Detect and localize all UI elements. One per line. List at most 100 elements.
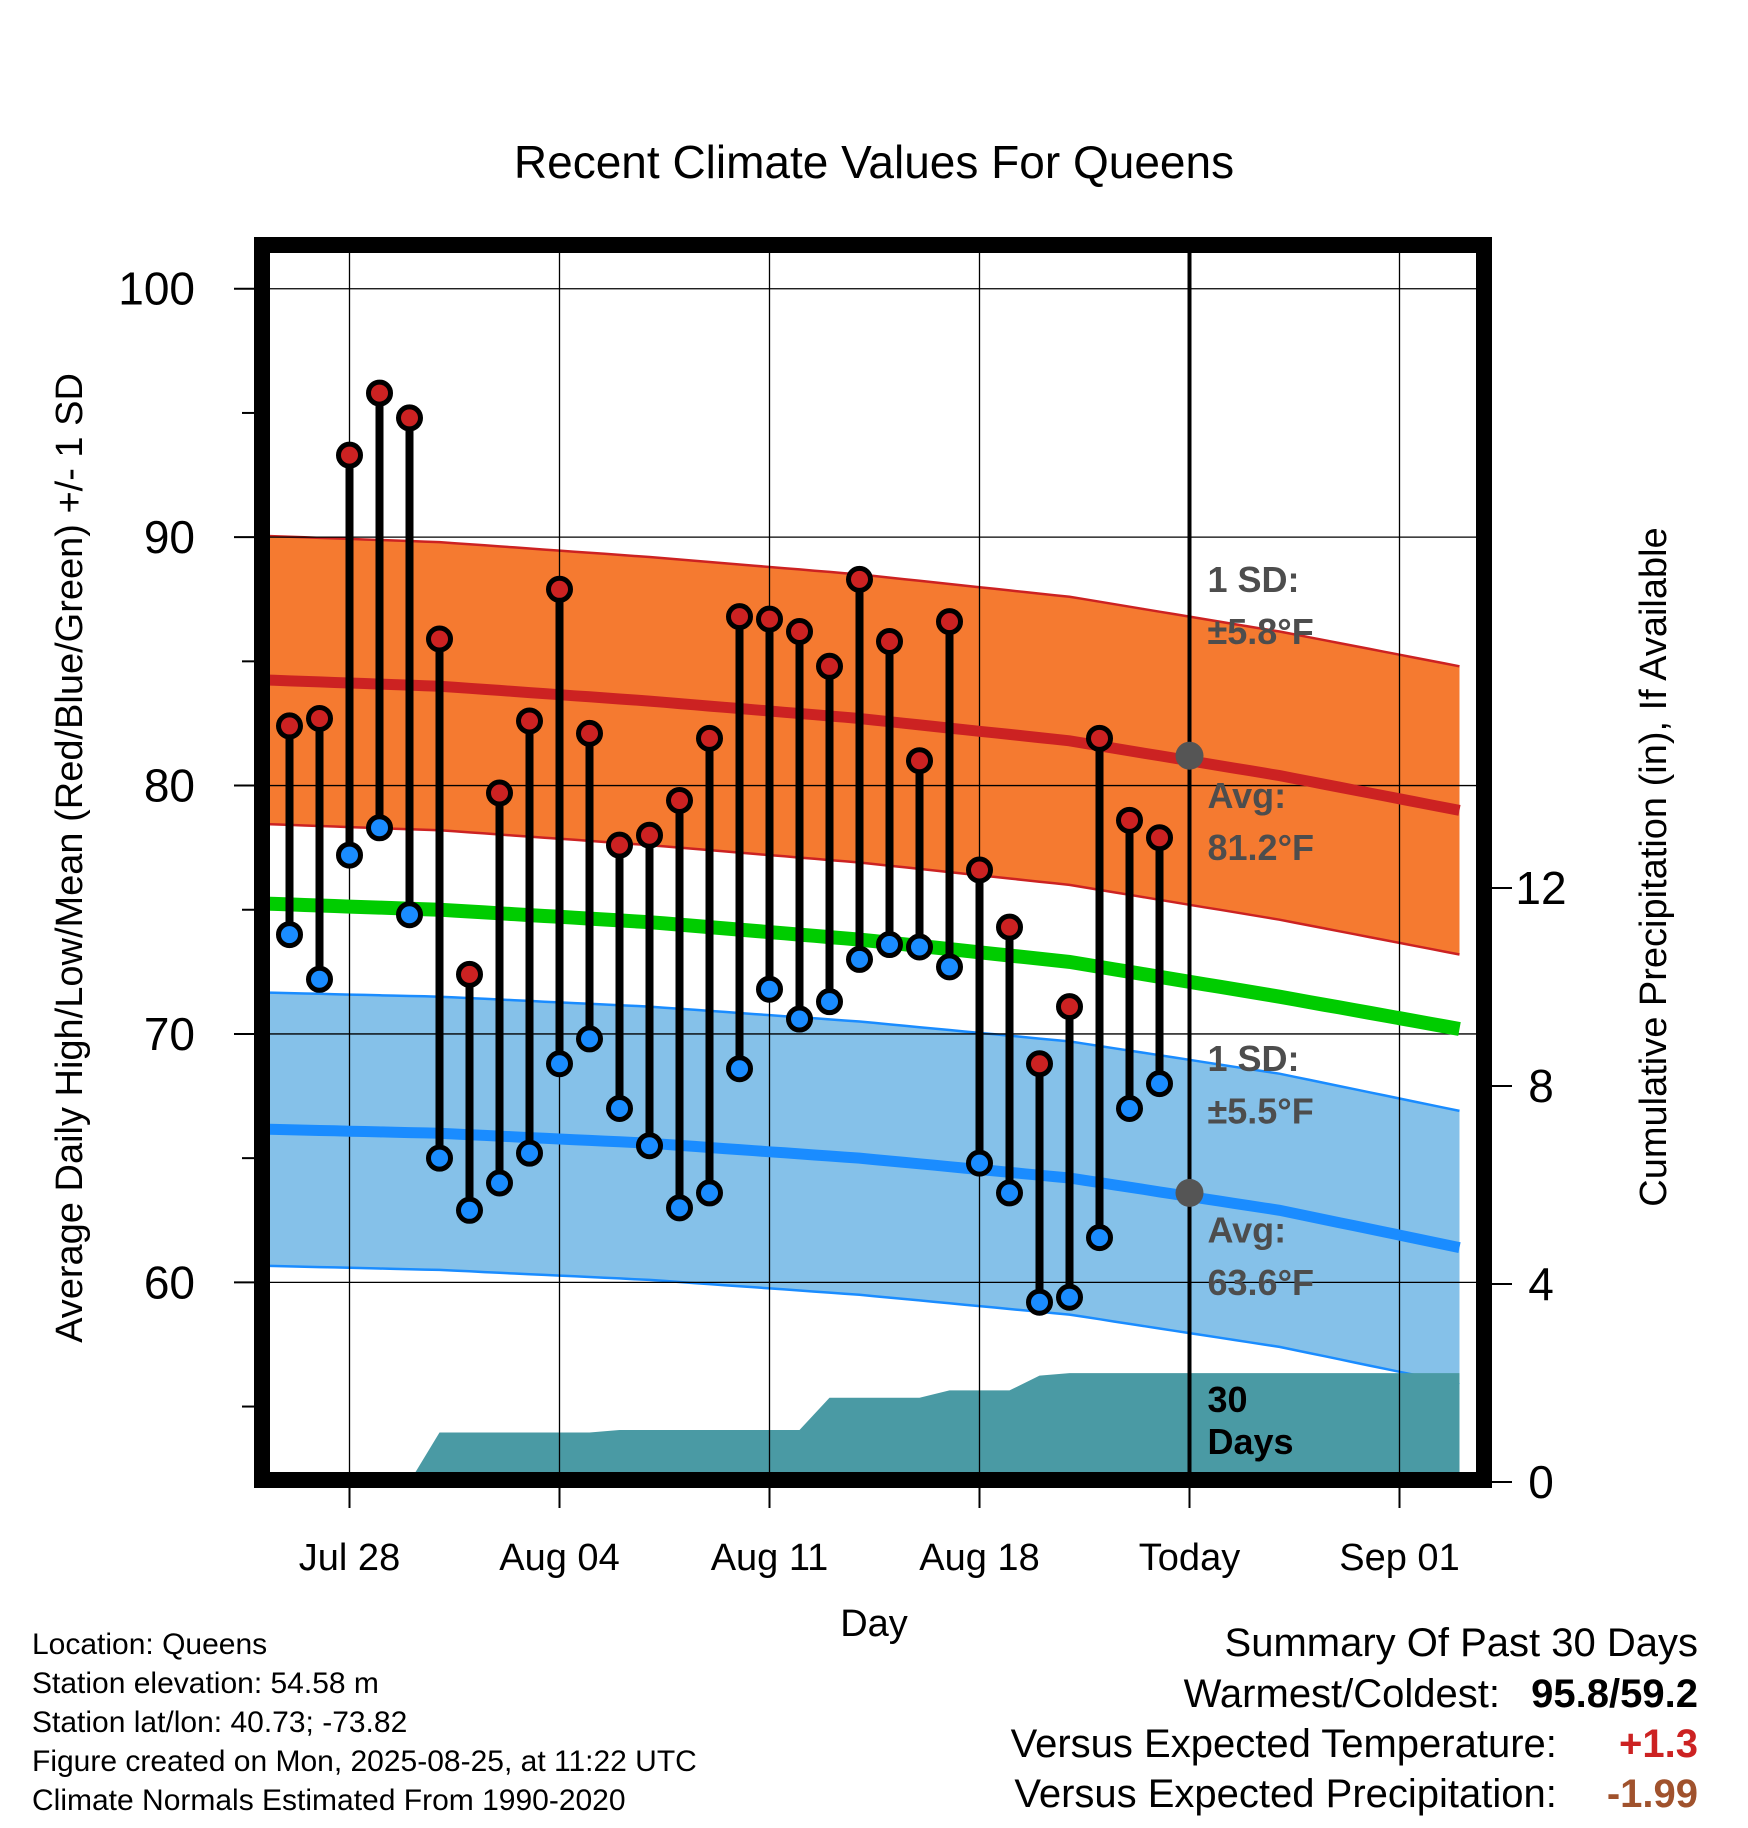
day-high-point (276, 712, 303, 740)
day-high-point (426, 625, 453, 653)
low-sd-band-upper-edge (262, 991, 1460, 1113)
day-low-point (576, 1025, 603, 1053)
today-avg-low-dot (1175, 1178, 1204, 1207)
day-low-point (666, 1194, 693, 1222)
summary-warmest-row: Warmest/Coldest: 95.8/59.2 (1184, 1672, 1698, 1717)
low-avg-value: 63.6°F (1208, 1262, 1314, 1303)
x-tick-label: Aug 11 (711, 1537, 829, 1579)
info-elevation: Station elevation: 54.58 m (32, 1667, 379, 1700)
day-high-point (936, 608, 963, 636)
coldest-value: 59.2 (1620, 1672, 1698, 1716)
day-low-point (456, 1196, 483, 1224)
day-low-point (306, 965, 333, 993)
day-high-point (1026, 1050, 1053, 1078)
today-labels: 1 SD: ±5.8°F Avg: 81.2°F 1 SD: ±5.5°F Avg: 63.6… (1208, 559, 1314, 1462)
day-low-point (426, 1144, 453, 1172)
day-low-point (876, 931, 903, 959)
warmest-slash: / (1609, 1672, 1621, 1716)
precip-cumulative-area (289, 1373, 1460, 1480)
high-normal-line (262, 674, 1461, 816)
day-high-point (696, 724, 723, 752)
day-low-point (516, 1139, 543, 1167)
info-normals: Climate Normals Estimated From 1990-2020 (32, 1784, 626, 1817)
y-tick-label: 70 (144, 1008, 195, 1060)
day-high-point (456, 960, 483, 988)
precip-area (289, 1373, 1460, 1480)
day-high-point (1056, 993, 1083, 1021)
day-low-point (546, 1050, 573, 1078)
day-high-point (876, 627, 903, 655)
day-low-point (1116, 1094, 1143, 1122)
low-avg-label: Avg: (1208, 1210, 1287, 1251)
day-high-point (846, 565, 873, 593)
day-high-point (756, 605, 783, 633)
y-axis-label: Average Daily High/Low/Mean (Red/Blue/Gr… (49, 373, 91, 1343)
x-tick-label: Jul 28 (299, 1537, 400, 1579)
day-high-point (516, 707, 543, 735)
day-low-point (726, 1055, 753, 1083)
low-normal-line (262, 1123, 1461, 1253)
day-high-point (906, 747, 933, 775)
day-low-point (1086, 1224, 1113, 1252)
day-low-point (606, 1094, 633, 1122)
summary-precip-row: Versus Expected Precipitation: -1.99 (1014, 1772, 1698, 1817)
day-low-point (636, 1132, 663, 1160)
chart-title: Recent Climate Values For Queens (514, 136, 1234, 188)
day-high-point (546, 575, 573, 603)
summary-title: Summary Of Past 30 Days (1224, 1621, 1698, 1665)
low-sd-value: ±5.5°F (1208, 1090, 1314, 1131)
day-high-point (396, 404, 423, 432)
high-sd-value: ±5.8°F (1208, 611, 1314, 652)
x-tick-label: Sep 01 (1339, 1537, 1459, 1579)
low-sd-band-lower-edge (262, 1264, 1460, 1386)
daily-values (276, 379, 1173, 1316)
day-high-point (606, 831, 633, 859)
day-low-point (1056, 1283, 1083, 1311)
day-high-point (966, 856, 993, 884)
day-high-point (1086, 724, 1113, 752)
high-avg-label: Avg: (1208, 775, 1287, 816)
normal-lines (262, 674, 1461, 1253)
day-high-point (576, 719, 603, 747)
mean-normal-line (262, 896, 1461, 1036)
day-high-point (366, 379, 393, 407)
temp-label: Versus Expected Temperature: (1010, 1722, 1557, 1766)
warmest-value: 95.8 (1531, 1672, 1610, 1716)
low-sd-label: 1 SD: (1208, 1038, 1300, 1079)
day-low-point (816, 988, 843, 1016)
day-low-point (996, 1179, 1023, 1207)
y2-tick-label: 0 (1528, 1456, 1554, 1508)
day-high-point (816, 652, 843, 680)
day-low-point (486, 1169, 513, 1197)
day-low-point (756, 975, 783, 1003)
x-tick-label: Aug 04 (499, 1537, 619, 1579)
plot-frame (254, 237, 1492, 1488)
day-low-point (336, 841, 363, 869)
warmest-label: Warmest/Coldest: (1183, 1672, 1501, 1716)
day-high-point (336, 441, 363, 469)
day-high-point (1146, 824, 1173, 852)
y-tick-label: 60 (144, 1256, 195, 1308)
day-high-point (306, 704, 333, 732)
day-low-point (906, 933, 933, 961)
day-low-point (366, 814, 393, 842)
info-latlon: Station lat/lon: 40.73; -73.82 (32, 1706, 408, 1739)
day-high-point (1116, 806, 1143, 834)
day-low-point (846, 945, 873, 973)
y-tick-label: 80 (144, 760, 195, 812)
day-low-point (396, 901, 423, 929)
days-unit-label: Days (1208, 1421, 1294, 1462)
day-high-point (786, 618, 813, 646)
y2-tick-label: 4 (1528, 1258, 1554, 1310)
day-high-point (636, 821, 663, 849)
warmest-coldest-value: 95.8/59.2 (1531, 1672, 1698, 1717)
info-location: Location: Queens (32, 1628, 268, 1661)
day-high-point (726, 603, 753, 631)
day-low-point (1146, 1070, 1173, 1098)
high-avg-value: 81.2°F (1208, 827, 1314, 868)
x-axis-label: Day (840, 1603, 908, 1645)
day-low-point (966, 1149, 993, 1177)
high-sd-band-lower-edge (262, 822, 1460, 956)
day-high-point (996, 913, 1023, 941)
